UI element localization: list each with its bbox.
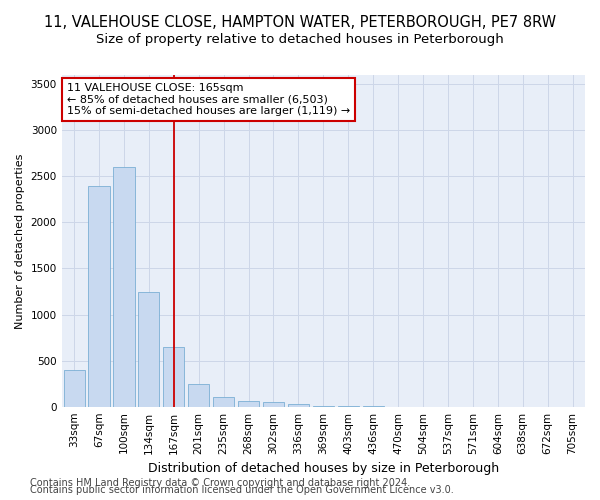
Bar xyxy=(88,186,110,406)
Bar xyxy=(263,402,284,406)
Bar xyxy=(238,401,259,406)
Bar xyxy=(188,384,209,406)
Bar xyxy=(213,398,234,406)
Y-axis label: Number of detached properties: Number of detached properties xyxy=(15,153,25,328)
Bar xyxy=(113,167,134,406)
Bar xyxy=(138,292,160,406)
Text: 11, VALEHOUSE CLOSE, HAMPTON WATER, PETERBOROUGH, PE7 8RW: 11, VALEHOUSE CLOSE, HAMPTON WATER, PETE… xyxy=(44,15,556,30)
Text: 11 VALEHOUSE CLOSE: 165sqm
← 85% of detached houses are smaller (6,503)
15% of s: 11 VALEHOUSE CLOSE: 165sqm ← 85% of deta… xyxy=(67,84,350,116)
Bar xyxy=(288,404,309,406)
Text: Contains public sector information licensed under the Open Government Licence v3: Contains public sector information licen… xyxy=(30,485,454,495)
Bar xyxy=(64,370,85,406)
X-axis label: Distribution of detached houses by size in Peterborough: Distribution of detached houses by size … xyxy=(148,462,499,475)
Bar xyxy=(163,347,184,406)
Text: Contains HM Land Registry data © Crown copyright and database right 2024.: Contains HM Land Registry data © Crown c… xyxy=(30,478,410,488)
Text: Size of property relative to detached houses in Peterborough: Size of property relative to detached ho… xyxy=(96,32,504,46)
